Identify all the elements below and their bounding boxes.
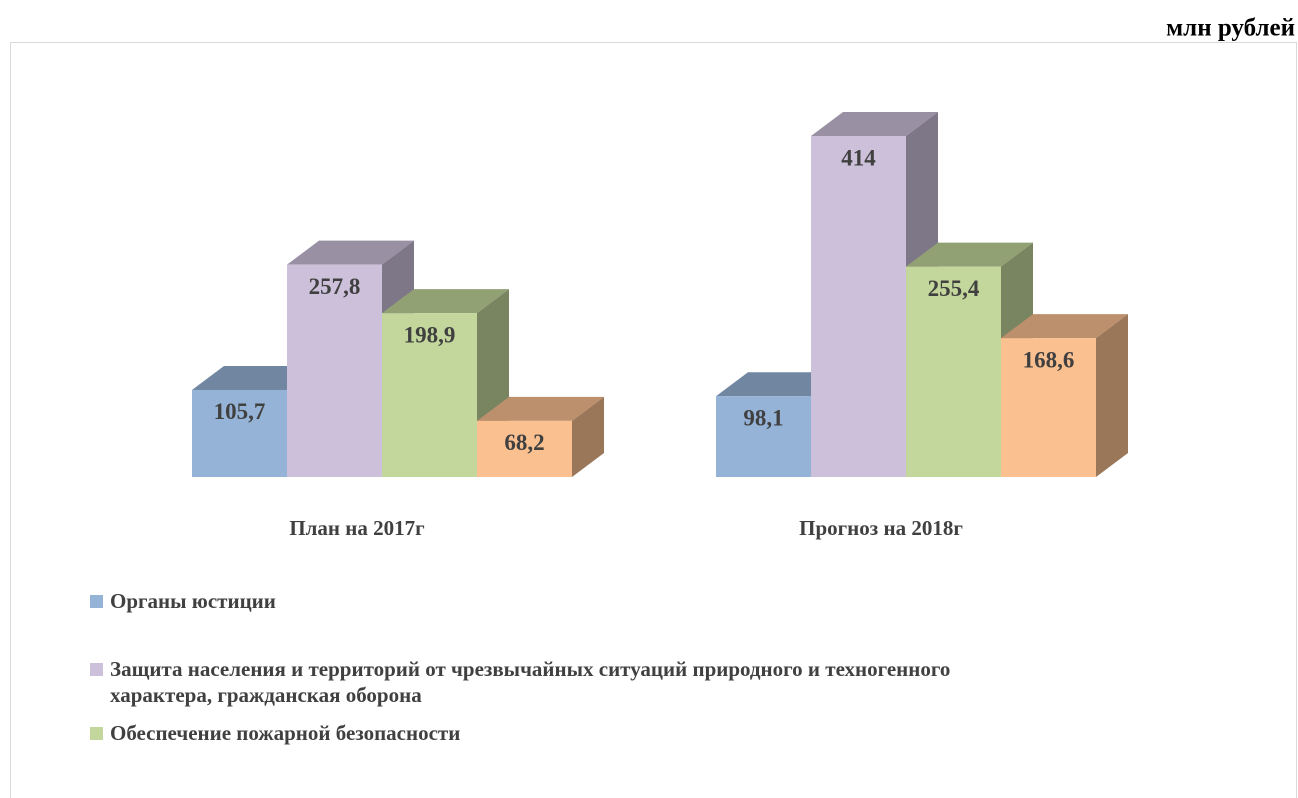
data-label: 414: [841, 145, 876, 170]
bar-side: [1096, 314, 1128, 477]
bar: [192, 389, 287, 477]
x-tick-label: Прогноз на 2018г: [799, 516, 963, 540]
bar: [1001, 338, 1096, 477]
bar: [287, 264, 382, 477]
data-label: 257,8: [309, 274, 361, 299]
bar: [477, 420, 572, 477]
legend-swatch: [90, 727, 103, 740]
bar-top: [477, 396, 604, 421]
bar-side: [572, 396, 604, 477]
legend-item: Защита населения и территорий от чрезвыч…: [90, 656, 1020, 708]
legend-swatch: [90, 595, 103, 608]
x-tick-label: План на 2017г: [289, 516, 424, 540]
chart-frame: [10, 42, 1297, 798]
legend-label: Органы юстиции: [110, 589, 276, 613]
data-label: 68,2: [504, 430, 544, 455]
bar: [906, 266, 1001, 477]
data-label: 198,9: [404, 322, 456, 347]
bar: [811, 136, 906, 477]
data-label: 168,6: [1023, 347, 1075, 372]
bar-top: [382, 289, 509, 314]
bar-top: [1001, 314, 1128, 339]
bar: [382, 313, 477, 477]
legend-item: Обеспечение пожарной безопасности: [90, 720, 1020, 746]
data-label: 105,7: [214, 399, 266, 424]
legend: Органы юстиции Защита населения и террито…: [90, 588, 1020, 788]
legend-item: Органы юстиции: [90, 588, 1020, 614]
bar-top: [811, 112, 938, 136]
legend-swatch: [90, 663, 103, 676]
legend-label: Защита населения и территорий от чрезвыч…: [110, 657, 951, 707]
data-label: 255,4: [928, 276, 980, 301]
bar-top: [287, 240, 414, 265]
unit-label: млн рублей: [1166, 15, 1295, 42]
bar: [716, 396, 811, 477]
bar-top: [906, 242, 1033, 267]
legend-label: Обеспечение пожарной безопасности: [110, 721, 461, 745]
data-label: 98,1: [743, 405, 783, 430]
